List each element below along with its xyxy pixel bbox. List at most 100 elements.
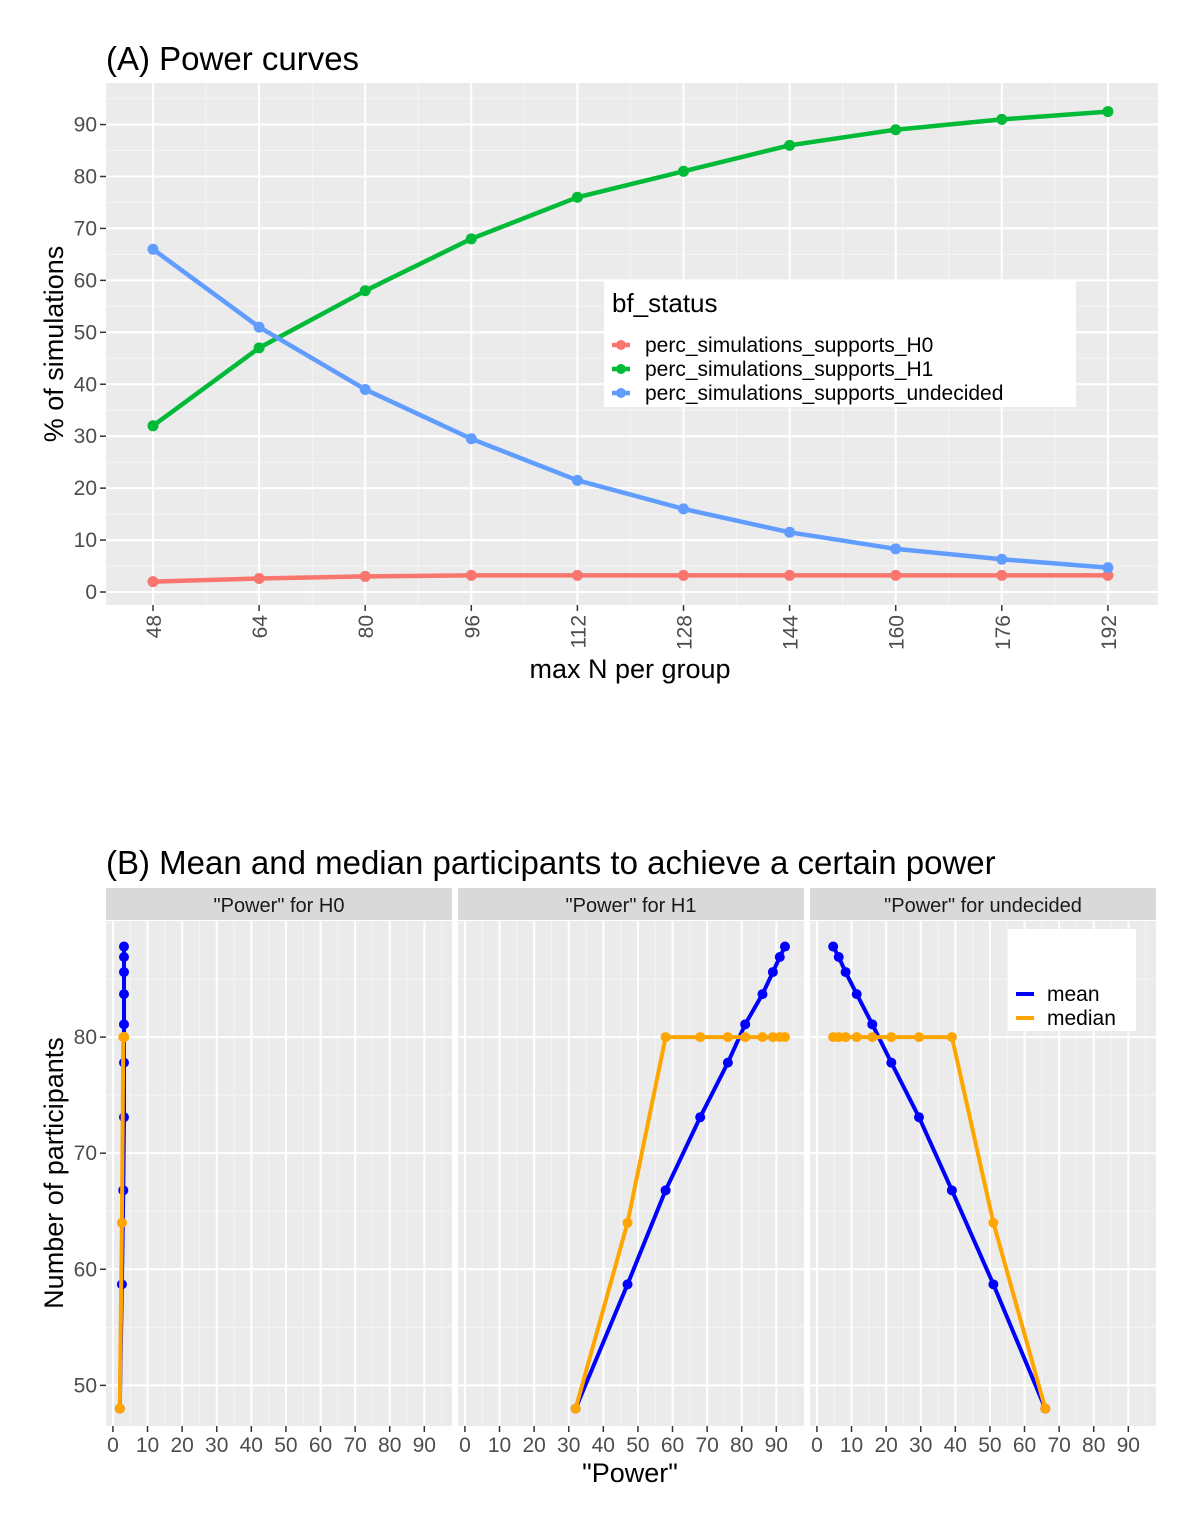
facet-panel: "Power" for H0 0 10 20 30 40 50 60 70 80 90: [106, 888, 452, 1457]
data-point: [1102, 106, 1114, 118]
legend-key-point: [616, 340, 626, 350]
series-median: [570, 1032, 790, 1414]
series-mean: [828, 941, 1051, 1414]
y-tick-label: 50: [74, 321, 97, 344]
x-tick-label: 0: [811, 1434, 823, 1457]
y-tick-label: 20: [74, 477, 97, 500]
data-point: [740, 1019, 751, 1030]
legend-background: [1008, 929, 1136, 1031]
data-point: [833, 951, 844, 962]
data-point: [359, 383, 371, 395]
data-point: [359, 570, 371, 582]
data-point: [890, 569, 902, 581]
data-point: [465, 433, 477, 445]
data-point: [757, 989, 768, 1000]
x-tick-label: 50: [978, 1434, 1001, 1457]
x-tick-label: 10: [840, 1434, 863, 1457]
chart-a-title: (A) Power curves: [106, 40, 359, 77]
chart-b-y-axis: 50 60 70 80: [74, 1026, 106, 1397]
series-mean: [570, 941, 790, 1414]
x-tick-label: 50: [274, 1434, 297, 1457]
x-tick-label: 80: [730, 1434, 753, 1457]
data-point: [147, 576, 159, 588]
legend-item: perc_simulations_supports_undecided: [612, 382, 1003, 405]
data-point: [784, 569, 796, 581]
data-point: [828, 941, 839, 952]
data-point: [779, 941, 790, 952]
series-line: [831, 944, 1048, 1411]
chart-a-legend: bf_status perc_simulations_supports_H0pe…: [604, 281, 1076, 407]
data-point: [890, 124, 902, 136]
data-point: [913, 1112, 924, 1123]
x-tick-label: 30: [205, 1434, 228, 1457]
legend-label: median: [1047, 1007, 1116, 1030]
chart-b: (B) Mean and median participants to achi…: [39, 844, 1156, 1488]
legend-key-point: [616, 388, 626, 398]
data-point: [784, 526, 796, 538]
data-point: [118, 989, 129, 1000]
data-point: [622, 1279, 633, 1290]
series-median: [114, 1032, 129, 1414]
data-point: [695, 1032, 706, 1043]
chart-a-y-axis-title: % of simulations: [39, 246, 69, 443]
data-point: [840, 967, 851, 978]
legend-item: perc_simulations_supports_H1: [612, 358, 933, 381]
data-point: [757, 1032, 768, 1043]
y-tick-label: 40: [74, 373, 97, 396]
x-tick-label: 50: [626, 1434, 649, 1457]
data-point: [867, 1032, 878, 1043]
chart-a-x-axis: 48 64 80 96 112 128 144 160 176 192: [143, 605, 1121, 650]
data-point: [678, 165, 689, 177]
data-point: [722, 1057, 733, 1068]
legend-label: perc_simulations_supports_H1: [645, 358, 933, 381]
x-tick-label: 160: [886, 615, 909, 650]
data-point: [116, 1217, 127, 1228]
x-tick-label: 90: [413, 1434, 436, 1457]
x-tick-label: 80: [355, 615, 378, 638]
chart-b-facets: "Power" for H00 10 20 30 40 50 60 70 80 90"Power"…: [106, 888, 1156, 1457]
data-point: [996, 553, 1008, 565]
data-point: [118, 1032, 129, 1043]
y-tick-label: 60: [74, 269, 97, 292]
data-point: [118, 967, 129, 978]
x-tick-label: 128: [674, 615, 697, 650]
data-point: [767, 967, 778, 978]
series-perc_simulations_supports_undecided: [147, 243, 1114, 574]
data-point: [1102, 562, 1114, 574]
data-point: [678, 503, 689, 515]
y-tick-label: 30: [74, 425, 97, 448]
y-tick-label: 10: [74, 529, 97, 552]
series-perc_simulations_supports_H1: [147, 106, 1114, 432]
legend-label: perc_simulations_supports_H0: [645, 334, 933, 357]
data-point: [767, 1032, 778, 1043]
data-point: [465, 569, 477, 581]
data-point: [678, 569, 689, 581]
data-point: [1040, 1403, 1051, 1414]
x-tick-label: 70: [695, 1434, 718, 1457]
data-point: [118, 941, 129, 952]
data-point: [118, 951, 129, 962]
series-line: [150, 109, 1111, 429]
x-tick-label: 64: [249, 615, 272, 639]
facet-panel: "Power" for H1 0 10 20 30 40 50 60 70 80 90: [458, 888, 804, 1457]
data-point: [774, 951, 785, 962]
chart-b-x-axis-title: "Power": [582, 1458, 678, 1488]
legend-item: perc_simulations_supports_H0: [612, 334, 933, 357]
series-perc_simulations_supports_H0: [147, 569, 1114, 588]
legend-keys: perc_simulations_supports_H0perc_simulat…: [612, 334, 1003, 405]
data-point: [779, 1032, 790, 1043]
facet-strip: [458, 888, 804, 920]
x-tick-label: 70: [343, 1434, 366, 1457]
x-tick-label: 0: [459, 1434, 471, 1457]
legend-title: bf_status: [612, 288, 718, 318]
data-point: [722, 1032, 733, 1043]
data-point: [840, 1032, 851, 1043]
data-point: [147, 420, 159, 432]
legend-label: mean: [1047, 983, 1100, 1006]
data-point: [740, 1032, 751, 1043]
chart-b-title: (B) Mean and median participants to achi…: [106, 844, 996, 881]
chart-a-series: [147, 106, 1114, 588]
